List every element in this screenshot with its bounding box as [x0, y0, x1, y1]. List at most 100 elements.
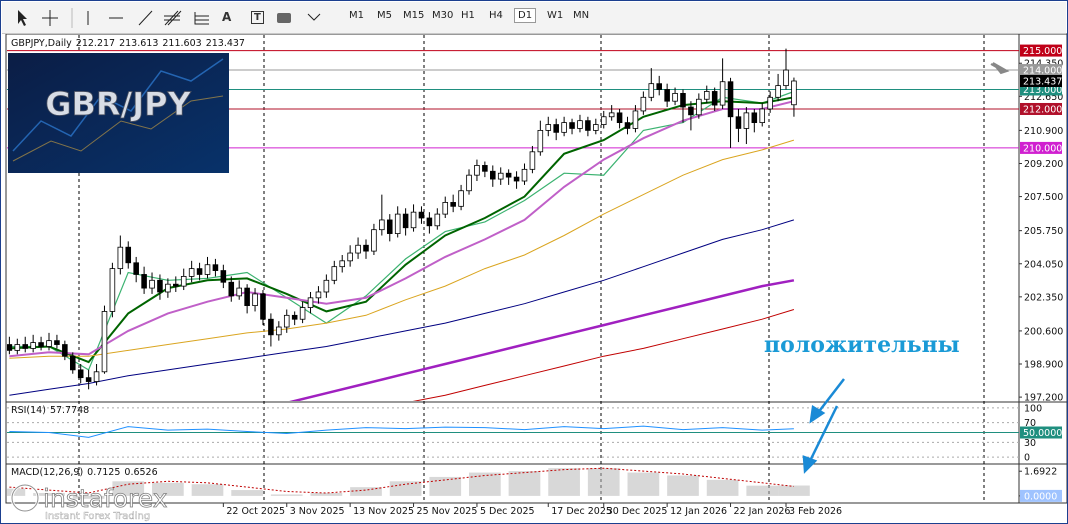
candle-body: [323, 279, 330, 293]
candle-body: [22, 344, 29, 349]
candle-body: [743, 112, 750, 129]
y-tick-label: 198.900: [1024, 360, 1063, 371]
x-tick-label: 12 Jan 2026: [670, 506, 727, 517]
candle-body: [125, 246, 132, 264]
candle-body: [117, 246, 124, 270]
period-separators: [78, 35, 985, 503]
timeframe-button[interactable]: M1: [349, 10, 364, 21]
level-label-box: [1020, 141, 1062, 154]
macd-bar: [152, 482, 184, 496]
channel-tool[interactable]: [164, 10, 182, 26]
macd-bar: [508, 471, 541, 496]
timeframe-button[interactable]: H4: [489, 10, 503, 21]
timeframe-button[interactable]: MN: [573, 10, 590, 21]
timeframe-button[interactable]: M5: [377, 10, 392, 21]
x-tick-label: 3 Nov 2025: [290, 506, 345, 517]
x-tick-label: 30 Dec 2025: [607, 506, 668, 517]
shapes-tool[interactable]: [277, 13, 291, 23]
timeframe-button[interactable]: M30: [432, 10, 454, 21]
candle-body: [283, 314, 290, 328]
candle-body: [719, 81, 726, 106]
macd-zero-box: [1020, 489, 1062, 502]
watermark-brand: instaforex: [43, 484, 168, 513]
candle-body: [569, 122, 575, 129]
level-label-box: [1020, 102, 1062, 115]
rsi-tick-label: 30: [1024, 438, 1036, 449]
cursor-tool[interactable]: [18, 10, 27, 26]
candle-body: [69, 355, 76, 371]
macd-bar: [627, 472, 660, 496]
candle-body: [434, 213, 441, 227]
y-tick-label: 200.600: [1024, 326, 1063, 337]
x-tick-label: 13 Nov 2025: [353, 506, 414, 517]
candle-body: [180, 276, 187, 287]
macd-bar: [429, 476, 462, 496]
candle-body: [315, 291, 322, 299]
toolbar: A T M1 M5 M15 M30 H1 H4 D1 W1 MN: [2, 2, 1066, 34]
level-label-box: [1020, 64, 1062, 77]
candle-body: [204, 264, 211, 275]
macd-signal-value: 0.6526: [124, 467, 158, 478]
candle-body: [608, 112, 615, 118]
candle-body: [85, 377, 92, 382]
macd-bar: [33, 492, 65, 496]
watermark: instaforex Instant Forex Trading: [10, 483, 168, 522]
candle-body: [672, 93, 678, 102]
macd-title: MACD(12,26,9): [11, 467, 84, 478]
candle-body: [379, 219, 385, 231]
y-tick-label: 205.750: [1024, 226, 1063, 237]
candle-body: [696, 98, 702, 116]
x-tick-label: 3 Feb 2026: [789, 506, 842, 517]
level-label: 215.000: [1023, 46, 1062, 57]
macd-bar: [587, 468, 620, 496]
timeframe-button[interactable]: M15: [403, 10, 425, 21]
crosshair-tool[interactable]: [42, 10, 58, 26]
fibo-tool[interactable]: [194, 12, 209, 25]
timeframe-button[interactable]: H1: [461, 10, 475, 21]
x-tick-label: 25 Nov 2025: [417, 506, 478, 517]
candle-body: [497, 172, 504, 180]
macd-bar: [746, 485, 779, 496]
rsi-tick-label: 0: [1024, 453, 1030, 464]
macd-signal: [9, 467, 794, 494]
candle-body: [268, 318, 274, 336]
timeframe-button[interactable]: W1: [547, 10, 564, 21]
text-tool[interactable]: A: [222, 10, 232, 24]
candle-body: [466, 174, 472, 192]
candle-body: [244, 287, 250, 307]
level-label: 212.000: [1023, 104, 1062, 115]
candle-body: [188, 268, 195, 277]
candle-body: [402, 213, 409, 229]
arrows-tool[interactable]: [307, 13, 321, 21]
macd-bar: [270, 494, 303, 496]
macd-bar: [112, 481, 145, 496]
scroll-marker: [990, 62, 1010, 75]
candle-body: [529, 151, 536, 170]
candle-body: [157, 279, 163, 293]
arrow: [816, 378, 845, 415]
macd-bar: [469, 472, 501, 496]
candle-body: [656, 83, 662, 90]
candle-body: [735, 116, 742, 129]
y-tick-label: 207.500: [1024, 192, 1063, 203]
trendline-tool[interactable]: [138, 10, 153, 26]
candle-body: [252, 293, 258, 307]
moving-average: [9, 100, 795, 358]
level-label-box: [1020, 44, 1062, 57]
candle-body: [54, 340, 60, 345]
rsi-value: 57.7748: [49, 405, 90, 416]
candle-body: [561, 122, 567, 133]
y-tick-label: 212.650: [1024, 92, 1063, 103]
candle-body: [77, 369, 84, 379]
macd-bar: [72, 495, 105, 499]
macd-tick-label: 1.6922: [1024, 467, 1057, 478]
candle-body: [299, 307, 306, 320]
candle-body: [482, 165, 488, 172]
y-tick-label: 209.200: [1024, 159, 1063, 170]
arrowhead: [802, 455, 818, 474]
candle-body: [513, 176, 520, 182]
moving-average: [9, 96, 795, 364]
timeframe-button[interactable]: D1: [514, 8, 537, 23]
label-tool[interactable]: T: [251, 11, 264, 24]
